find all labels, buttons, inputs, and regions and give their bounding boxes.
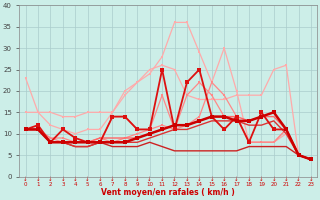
X-axis label: Vent moyen/en rafales ( km/h ): Vent moyen/en rafales ( km/h ) (101, 188, 235, 197)
